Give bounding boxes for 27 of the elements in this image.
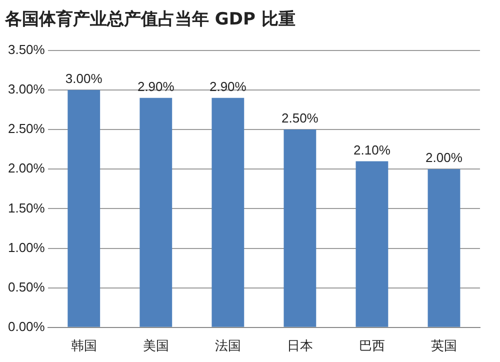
bar [140, 98, 172, 327]
x-tick-label: 英国 [430, 338, 457, 353]
chart-title: 各国体育产业总产值占当年 GDP 比重 [4, 8, 296, 30]
data-label: 2.10% [354, 142, 391, 158]
y-tick-label: 3.50% [8, 42, 46, 57]
x-tick-label: 巴西 [358, 338, 385, 353]
bar [212, 98, 244, 327]
bar [356, 161, 388, 327]
data-label: 3.00% [65, 71, 103, 86]
y-tick-label: 1.00% [8, 240, 46, 255]
data-label: 2.90% [209, 78, 247, 94]
y-tick-label: 2.50% [8, 121, 46, 136]
bar [68, 90, 100, 327]
x-tick-label: 美国 [142, 338, 169, 353]
data-label: 2.50% [282, 110, 319, 126]
y-tick-label: 0.50% [8, 279, 46, 294]
bar [428, 169, 460, 327]
x-tick-label: 法国 [214, 338, 241, 353]
data-label: 2.00% [426, 150, 463, 166]
data-label: 2.90% [137, 78, 175, 94]
y-tick-label: 2.00% [8, 160, 46, 176]
y-tick-label: 1.50% [8, 200, 46, 216]
bar [284, 130, 316, 327]
y-tick-label: 3.00% [8, 82, 46, 97]
x-tick-label: 日本 [286, 338, 313, 353]
y-tick-label: 0.00% [8, 318, 46, 334]
x-tick-label: 韩国 [70, 338, 97, 353]
